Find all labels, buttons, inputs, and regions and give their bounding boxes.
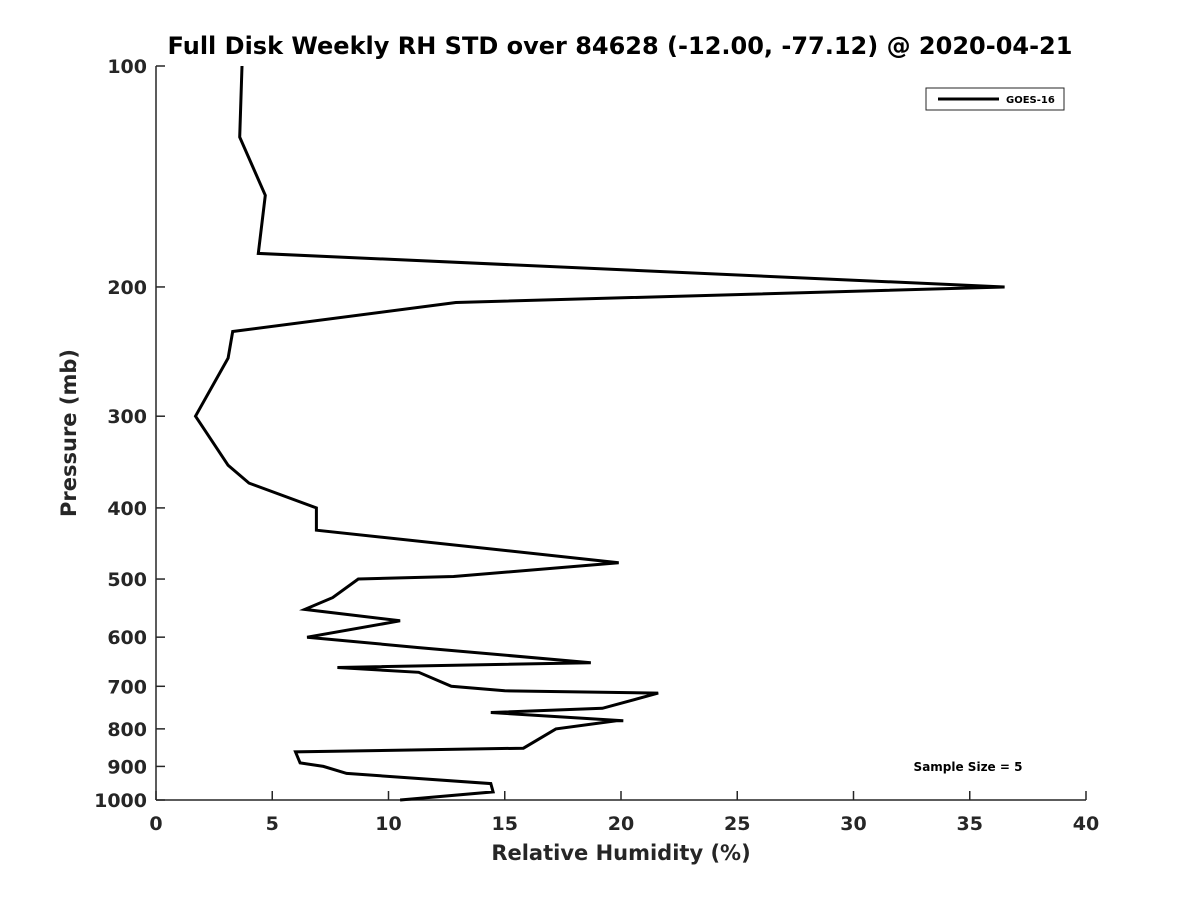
y-tick-label: 600: [107, 627, 147, 649]
y-axis-label: Pressure (mb): [57, 349, 81, 517]
y-tick-label: 900: [107, 756, 147, 778]
x-tick-label: 0: [149, 813, 162, 835]
y-tick-label: 800: [107, 719, 147, 741]
x-axis-label: Relative Humidity (%): [491, 841, 750, 865]
legend-label-goes-16: GOES-16: [1006, 95, 1055, 106]
y-tick-label: 1000: [94, 790, 147, 812]
y-tick-label: 500: [107, 569, 147, 591]
y-tick-label: 100: [107, 56, 147, 78]
x-tick-label: 35: [957, 813, 983, 835]
x-tick-label: 5: [266, 813, 279, 835]
x-tick-label: 10: [375, 813, 401, 835]
y-tick-label: 200: [107, 277, 147, 299]
series-layer: [193, 65, 1005, 802]
sample-size-annotation: Sample Size = 5: [914, 760, 1023, 774]
x-tick-label: 40: [1073, 813, 1099, 835]
y-tick-label: 300: [107, 406, 147, 428]
series-line-goes-16: [193, 65, 1005, 802]
legend: GOES-16: [925, 87, 1065, 111]
y-axis-ticks: 100 200 300 400 500 600 700 800 900 1000: [94, 56, 165, 812]
chart-title: Full Disk Weekly RH STD over 84628 (-12.…: [168, 32, 1073, 60]
x-tick-label: 20: [608, 813, 634, 835]
x-axis-ticks: 0 5 10 15 20 25 30 35 40: [149, 791, 1099, 835]
y-tick-label: 700: [107, 676, 147, 698]
x-tick-label: 30: [840, 813, 866, 835]
x-tick-label: 15: [492, 813, 518, 835]
y-tick-label: 400: [107, 498, 147, 520]
x-tick-label: 25: [724, 813, 750, 835]
